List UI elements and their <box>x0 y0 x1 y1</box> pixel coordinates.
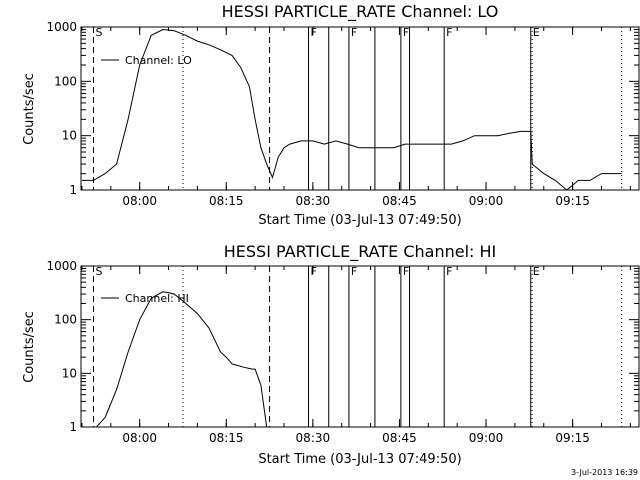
x-tick-label: 08:30 <box>296 431 331 445</box>
legend: Channel: HI <box>101 292 189 305</box>
x-tick-label: 08:15 <box>209 431 244 445</box>
event-marker-label: S <box>96 265 103 278</box>
x-tick-label: 08:45 <box>382 194 417 208</box>
x-tick-label: 09:15 <box>555 431 590 445</box>
panel-channel-hi: HESSI PARTICLE_RATE Channel: HI Counts/s… <box>22 242 640 467</box>
event-marker-label: F <box>311 265 317 278</box>
chart-title: HESSI PARTICLE_RATE Channel: LO <box>222 2 499 22</box>
y-tick-label: 100 <box>54 74 77 88</box>
y-tick-label: 10 <box>62 129 77 143</box>
y-tick-label: 100 <box>54 313 77 327</box>
legend: Channel: LO <box>101 54 192 67</box>
y-axis-label: Counts/sec <box>22 73 37 145</box>
x-tick-label: 08:30 <box>296 194 331 208</box>
y-tick-label: 1000 <box>46 259 77 273</box>
plot-frame <box>80 26 640 191</box>
x-tick-label: 09:15 <box>555 194 590 208</box>
event-marker-label: E <box>533 26 540 39</box>
event-marker-label: E <box>533 265 540 278</box>
y-axis-label: Counts/sec <box>22 311 37 383</box>
chart-title: HESSI PARTICLE_RATE Channel: HI <box>224 242 497 262</box>
event-marker-label: F <box>403 26 409 39</box>
plot-frame <box>80 265 640 428</box>
y-tick-label: 1000 <box>46 20 77 34</box>
event-marker-label: F <box>351 26 357 39</box>
x-tick-label: 08:00 <box>122 431 157 445</box>
y-tick-label: 10 <box>62 366 77 380</box>
event-marker-label: S <box>96 26 103 39</box>
legend-label: Channel: HI <box>125 292 189 305</box>
event-marker-label: F <box>311 26 317 39</box>
y-tick-label: 1 <box>69 183 77 197</box>
x-tick-label: 08:45 <box>382 431 417 445</box>
event-marker-label: F <box>351 265 357 278</box>
x-tick-label: 08:15 <box>209 194 244 208</box>
panel-channel-lo: HESSI PARTICLE_RATE Channel: LO Counts/s… <box>22 2 640 228</box>
event-marker-label: F <box>446 265 452 278</box>
event-marker-label: F <box>403 265 409 278</box>
legend-label: Channel: LO <box>125 54 192 67</box>
x-tick-label: 08:00 <box>122 194 157 208</box>
print-timestamp: 3-Jul-2013 16:39 <box>571 468 638 477</box>
x-axis-label: Start Time (03-Jul-13 07:49:50) <box>258 452 461 467</box>
x-axis-label: Start Time (03-Jul-13 07:49:50) <box>258 213 461 228</box>
series-line <box>96 291 268 428</box>
y-tick-label: 1 <box>69 420 77 434</box>
event-marker-label: F <box>446 26 452 39</box>
x-tick-label: 09:00 <box>469 431 504 445</box>
x-tick-label: 09:00 <box>469 194 504 208</box>
